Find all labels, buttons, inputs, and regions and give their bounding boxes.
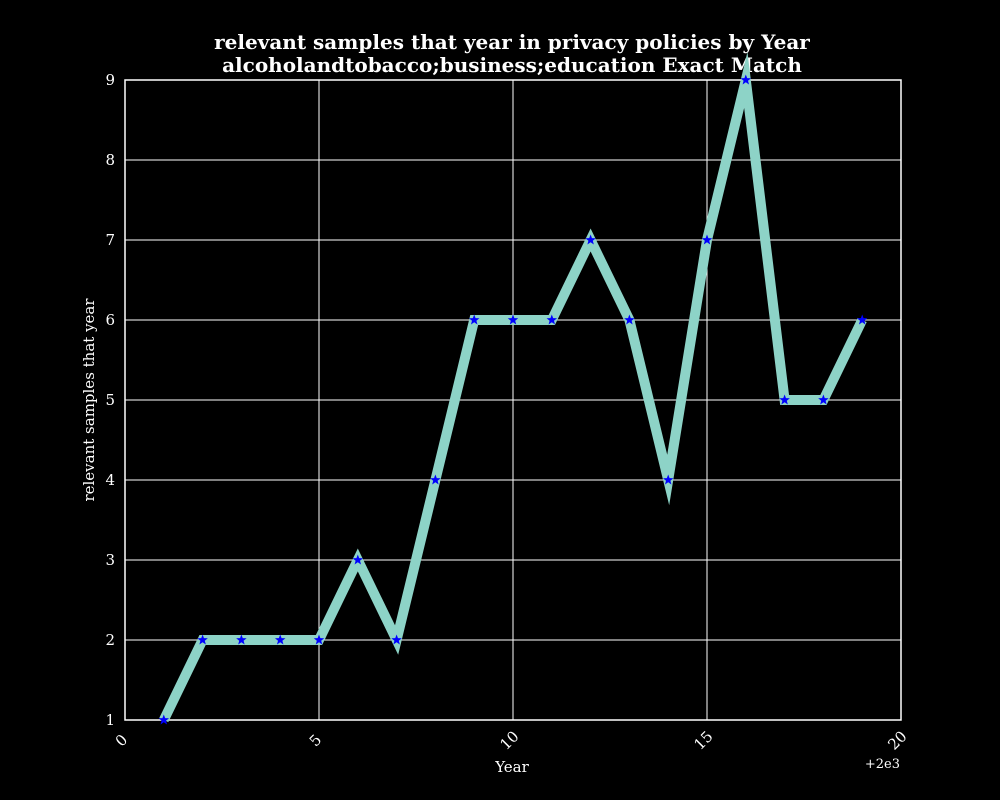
data-point (779, 394, 790, 405)
y-tick-label: 2 (105, 631, 115, 649)
data-point (662, 474, 674, 485)
x-axis-label: Year (494, 758, 529, 776)
data-point (546, 314, 558, 325)
y-tick-label: 5 (105, 391, 115, 409)
y-tick-label: 6 (105, 311, 115, 329)
data-point (856, 314, 868, 325)
data-point (624, 314, 635, 325)
data-point (197, 634, 208, 645)
y-tick-label: 4 (105, 471, 115, 489)
chart-title-line2: alcoholandtobacco;business;education Exa… (222, 53, 802, 77)
data-point (313, 634, 325, 645)
y-tick-label: 3 (105, 551, 115, 569)
y-axis-label: relevant samples that year (80, 298, 98, 502)
data-point (818, 394, 829, 405)
data-point (391, 634, 402, 645)
data-point (158, 714, 170, 725)
data-point (430, 474, 441, 485)
data-point (507, 314, 519, 325)
data-point (352, 554, 364, 565)
y-tick-label: 8 (105, 151, 115, 169)
data-point (468, 314, 480, 325)
data-point (236, 634, 247, 645)
series-group (158, 52, 868, 725)
data-point (701, 234, 713, 245)
chart-title-line1: relevant samples that year in privacy po… (214, 30, 810, 54)
data-point (740, 74, 752, 85)
x-offset-label: +2e3 (865, 757, 900, 772)
y-tick-label: 7 (105, 231, 115, 249)
data-point (274, 634, 286, 645)
y-tick-label: 9 (105, 71, 115, 89)
data-point (585, 234, 596, 245)
y-tick-label: 1 (105, 711, 115, 729)
